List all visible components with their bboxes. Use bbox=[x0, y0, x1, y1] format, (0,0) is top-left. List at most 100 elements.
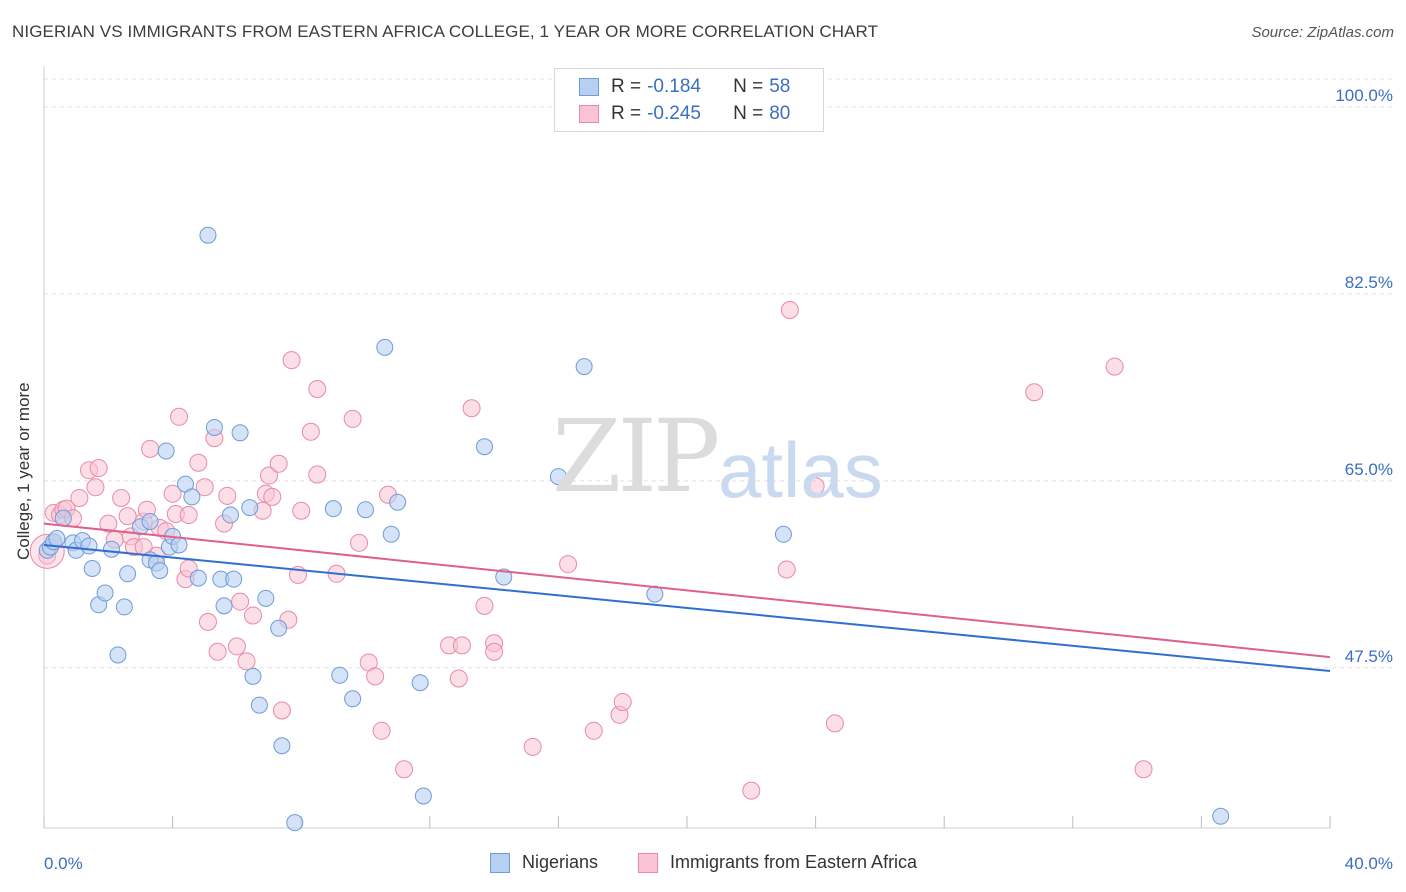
x-tick-label-max: 40.0% bbox=[1345, 854, 1393, 873]
nigerian-point bbox=[344, 690, 362, 708]
eastern-africa-point bbox=[237, 652, 256, 671]
nigerian-point bbox=[389, 493, 407, 511]
nigerian-point bbox=[414, 787, 432, 805]
eastern-africa-point bbox=[366, 667, 385, 686]
x-tick-label-min: 0.0% bbox=[44, 854, 83, 873]
eastern-africa-point bbox=[372, 721, 391, 740]
eastern-africa-point bbox=[198, 612, 217, 631]
nigerian-point bbox=[199, 226, 217, 244]
nigerian-point bbox=[324, 500, 342, 518]
eastern-africa-point bbox=[260, 466, 279, 485]
y-tick-label: 47.5% bbox=[1345, 647, 1393, 666]
nigerian-point bbox=[151, 562, 169, 580]
eastern-africa-point bbox=[350, 533, 369, 552]
eastern-africa-point bbox=[112, 488, 131, 507]
nigerian-point bbox=[183, 488, 201, 506]
nigerians-legend-swatch bbox=[490, 852, 510, 873]
nigerian-point bbox=[54, 509, 72, 527]
eastern-africa-point bbox=[292, 501, 311, 520]
y-tick-label: 82.5% bbox=[1345, 273, 1393, 292]
nigerian-point bbox=[250, 696, 268, 714]
eastern-africa-point bbox=[780, 300, 799, 319]
eastern-africa-point bbox=[485, 642, 504, 661]
eastern-africa-point bbox=[1134, 760, 1153, 779]
nigerian-point bbox=[83, 559, 101, 577]
eastern-africa-point bbox=[613, 692, 632, 711]
legend-label-nigerians: Nigerians bbox=[522, 852, 599, 872]
n-value-nigerians: 58 bbox=[769, 76, 791, 97]
eastern-africa-point bbox=[231, 592, 250, 611]
eastern-africa-point bbox=[89, 459, 108, 478]
legend-row-nigerians: R = -0.184 N = 58 bbox=[579, 75, 790, 99]
nigerian-point bbox=[273, 737, 291, 755]
eastern-africa-point bbox=[272, 701, 291, 720]
eastern-africa-point bbox=[282, 351, 301, 370]
nigerian-point bbox=[376, 338, 394, 356]
nigerian-point bbox=[225, 570, 243, 588]
eastern-africa-point bbox=[395, 760, 414, 779]
nigerian-point bbox=[48, 530, 66, 548]
axes bbox=[43, 66, 1331, 829]
nigerian-point bbox=[244, 667, 262, 685]
r-label: R = bbox=[611, 76, 642, 97]
eastern-africa-point bbox=[227, 637, 246, 656]
eastern-africa-point bbox=[70, 488, 89, 507]
nigerian-point bbox=[257, 589, 275, 607]
legend-item-nigerians[interactable]: Nigerians bbox=[490, 852, 598, 873]
nigerian-point bbox=[141, 512, 159, 530]
y-tick-label: 65.0% bbox=[1345, 460, 1393, 479]
nigerian-point bbox=[1212, 807, 1230, 825]
nigerian-point bbox=[189, 569, 207, 587]
eastern-africa-point bbox=[462, 399, 481, 418]
eastern-africa-point bbox=[584, 721, 603, 740]
eastern-africa-point bbox=[475, 596, 494, 615]
eastern-africa-point bbox=[301, 422, 320, 441]
nigerian-point bbox=[382, 525, 400, 543]
nigerian-point bbox=[575, 358, 593, 376]
eastern-africa-legend-swatch bbox=[638, 852, 658, 873]
nigerian-point bbox=[231, 424, 249, 442]
eastern-africa-point bbox=[343, 409, 362, 428]
eastern-africa-point bbox=[269, 454, 288, 473]
nigerian-point bbox=[411, 674, 429, 692]
n-value-eastern-africa: 80 bbox=[769, 103, 791, 124]
series-legend: Nigerians Immigrants from Eastern Africa bbox=[0, 852, 1406, 878]
legend-item-eastern-africa[interactable]: Immigrants from Eastern Africa bbox=[638, 852, 917, 873]
nigerian-point bbox=[475, 438, 493, 456]
nigerian-point bbox=[96, 584, 114, 602]
legend-label-eastern-africa: Immigrants from Eastern Africa bbox=[670, 852, 918, 872]
nigerian-point bbox=[170, 536, 188, 554]
y-tick-label: 100.0% bbox=[1335, 86, 1393, 105]
tick-labels: 47.5% 65.0% 82.5% 100.0% 0.0% 40.0% bbox=[44, 86, 1393, 873]
nigerian-point bbox=[495, 568, 513, 586]
eastern-africa-point bbox=[452, 636, 471, 655]
eastern-africa-point bbox=[195, 478, 214, 497]
nigerian-point bbox=[286, 814, 304, 832]
eastern-africa-swatch bbox=[579, 105, 599, 123]
eastern-africa-point bbox=[449, 669, 468, 688]
r-value-eastern-africa: -0.245 bbox=[647, 103, 701, 124]
nigerian-points bbox=[38, 226, 1230, 832]
nigerian-point bbox=[80, 537, 98, 555]
eastern-africa-point bbox=[118, 507, 137, 526]
eastern-africa-point bbox=[825, 714, 844, 733]
eastern-africa-point bbox=[1105, 357, 1124, 376]
eastern-africa-point bbox=[218, 486, 237, 505]
eastern-africa-point bbox=[308, 465, 327, 484]
legend-row-eastern-africa: R = -0.245 N = 80 bbox=[579, 102, 790, 126]
nigerian-point bbox=[270, 619, 288, 637]
n-label: N = bbox=[733, 76, 764, 97]
nigerian-point bbox=[221, 506, 239, 524]
eastern-africa-point bbox=[1025, 383, 1044, 402]
eastern-africa-point bbox=[308, 380, 327, 399]
eastern-africa-point bbox=[263, 487, 282, 506]
gridlines bbox=[44, 78, 1392, 669]
r-label: R = bbox=[611, 103, 642, 124]
nigerian-point bbox=[215, 597, 233, 615]
n-label: N = bbox=[733, 103, 764, 124]
eastern-africa-point bbox=[86, 478, 105, 497]
eastern-africa-points bbox=[29, 300, 1153, 800]
nigerian-point bbox=[357, 501, 374, 519]
chart-title: NIGERIAN VS IMMIGRANTS FROM EASTERN AFRI… bbox=[12, 22, 879, 41]
watermark-zip: ZIP bbox=[552, 398, 720, 515]
